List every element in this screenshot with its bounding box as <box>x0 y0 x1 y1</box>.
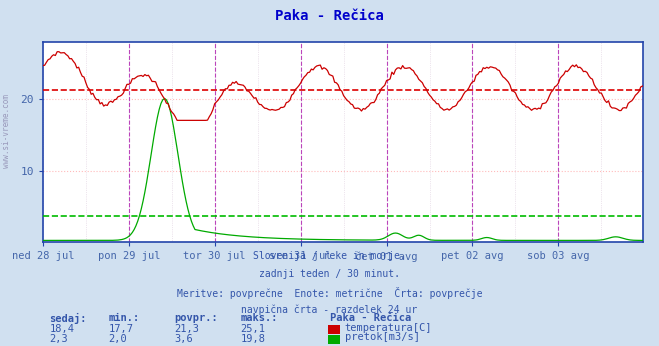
Text: Paka - Rečica: Paka - Rečica <box>275 9 384 22</box>
Text: 17,7: 17,7 <box>109 324 134 334</box>
Text: pretok[m3/s]: pretok[m3/s] <box>345 333 420 342</box>
Text: temperatura[C]: temperatura[C] <box>345 323 432 333</box>
Text: Paka - Rečica: Paka - Rečica <box>330 313 411 323</box>
Text: maks.:: maks.: <box>241 313 278 323</box>
Text: 18,4: 18,4 <box>49 324 74 334</box>
Text: navpična črta - razdelek 24 ur: navpična črta - razdelek 24 ur <box>241 305 418 315</box>
Text: 21,3: 21,3 <box>175 324 200 334</box>
Text: sedaj:: sedaj: <box>49 313 87 324</box>
Text: 25,1: 25,1 <box>241 324 266 334</box>
Text: povpr.:: povpr.: <box>175 313 218 323</box>
Text: 2,3: 2,3 <box>49 334 68 344</box>
Text: www.si-vreme.com: www.si-vreme.com <box>2 94 11 169</box>
Text: min.:: min.: <box>109 313 140 323</box>
Text: 2,0: 2,0 <box>109 334 127 344</box>
Text: Meritve: povprečne  Enote: metrične  Črta: povprečje: Meritve: povprečne Enote: metrične Črta:… <box>177 287 482 299</box>
Text: Slovenija / reke in morje.: Slovenija / reke in morje. <box>253 251 406 261</box>
Text: zadnji teden / 30 minut.: zadnji teden / 30 minut. <box>259 269 400 279</box>
Text: 19,8: 19,8 <box>241 334 266 344</box>
Text: 3,6: 3,6 <box>175 334 193 344</box>
